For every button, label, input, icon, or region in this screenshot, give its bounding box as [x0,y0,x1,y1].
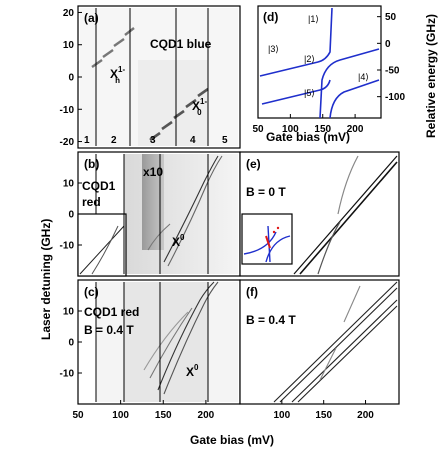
panel-a: (a) CQD1 blue X1-h X1-0 1 2 3 4 5 20 10 0 -… [60,5,241,149]
panel-c-line2: B = 0.4 T [84,323,134,337]
panel-d-curves [259,7,380,119]
state-label-4: |4⟩ [358,72,369,82]
state-label-2: |2⟩ [304,54,315,64]
ytick-label-a-0: 20 [63,8,75,19]
panel-c-label: (c) [84,285,99,299]
region-label-3: 3 [150,135,156,146]
panel-c-shade-2 [124,282,208,402]
panel-c-line1: CQD1 red [84,305,139,319]
xtick-label-c-2: 150 [155,410,172,421]
region-label-4: 4 [190,135,196,146]
xtick-label-d-1: 100 [282,124,299,135]
panel-d-state-labels: |1⟩ |2⟩ |3⟩ |4⟩ |5⟩ [268,14,369,98]
panel-c-x0: X0 [186,363,199,379]
xtick-label-c-3: 200 [198,410,215,421]
ytick-label-a-4: -20 [60,137,75,148]
panel-a-x0-label: X1-0 [192,97,207,117]
state-label-5: |5⟩ [304,88,315,98]
panel-c-yticks: 10 0 -10 [60,307,82,380]
xtick-label-d-0: 50 [252,124,264,135]
ytick-label-c-0: 10 [63,307,75,318]
panel-c: (c) CQD1 red B = 0.4 T X0 100-10 50 100 15… [60,279,241,421]
panel-e-label: (e) [246,157,261,171]
panel-f-lines [273,281,398,403]
ytick-label-a-1: 10 [63,40,75,51]
curve-state-4 [329,79,380,119]
panel-f-xticks: 100 150 200 [273,400,374,421]
curve-state-2 [319,48,380,119]
ytick-label-a-2: 0 [68,73,74,84]
panel-b-label: (b) [84,157,99,171]
xtick-label-f-2: 200 [357,410,374,421]
region-label-2: 2 [111,135,117,146]
panel-d-label: (d) [263,10,278,24]
panel-b-x10-band [142,154,164,250]
panel-d-yticks: 50 0 -50 -100 [377,12,405,103]
panel-e-lines [293,155,398,275]
panel-f: (f) B = 0.4 T 100 150 200 [239,279,400,421]
panel-e: (e) B = 0 T [239,151,400,277]
panel-b-inset-lines [79,225,125,275]
panel-b-dividers [95,154,209,274]
panel-b-inset [77,213,127,277]
panel-d-ylabel: Relative energy (GHz) [424,14,438,138]
panel-a-xh-label: X1-h [110,65,125,85]
panel-b-gain: x10 [143,165,163,179]
xtick-label-d-2: 150 [314,124,331,135]
panel-c-lines [143,281,219,395]
region-label-5: 5 [222,135,228,146]
ytick-label-c-1: 0 [68,338,74,349]
panel-a-region-labels: 1 2 3 4 5 [84,135,228,146]
xtick-label-d-3: 200 [347,124,364,135]
xtick-label-c-1: 100 [112,410,129,421]
panel-a-title: CQD1 blue [150,37,212,51]
panel-b-line2: red [82,195,101,209]
panel-b: (b) CQD1 red x10 X0 10 0 -10 [60,151,241,277]
panel-a-yticks: 20 10 0 -10 -20 [60,8,82,148]
xtick-label-c-0: 50 [72,410,84,421]
panel-c-dividers [95,282,209,402]
xtick-label-f-0: 100 [273,410,290,421]
panel-a-label: (a) [84,11,99,25]
panel-f-label: (f) [246,285,258,299]
left-ylabel: Laser detuning (GHz) [39,219,53,340]
ytick-label-a-3: -10 [60,105,75,116]
panel-b-lines [147,155,223,267]
ytick-label-b-0: 10 [63,179,75,190]
panel-a-shade-2 [138,60,208,146]
panel-a-dividers [95,8,209,146]
curve-state-3 [259,7,333,77]
ytick-label-b-1: 0 [68,210,74,221]
xtick-label-f-1: 150 [315,410,332,421]
panel-f-title: B = 0.4 T [246,313,296,327]
ytick-right-label-d-0: 50 [385,12,397,23]
panel-f-frame [239,279,400,405]
panel-d: (d) |1⟩ |2⟩ |3⟩ |4⟩ |5⟩ 50 100 150 200 50 0 -… [252,5,438,144]
region-label-1: 1 [84,135,90,146]
curve-state-5 [261,79,331,105]
panel-d-xlabel: Gate bias (mV) [266,130,350,144]
ytick-label-b-2: -10 [60,241,75,252]
ytick-right-label-d-2: -50 [385,66,400,77]
panel-e-inset-curves [243,225,291,263]
state-label-1: |1⟩ [308,14,319,24]
panel-b-x0: X0 [172,233,185,249]
ytick-right-label-d-3: -100 [385,92,405,103]
panel-e-title: B = 0 T [246,185,286,199]
panel-b-shade [124,154,238,274]
panel-b-line1: CQD1 [82,179,116,193]
bottom-xlabel: Gate bias (mV) [190,433,274,447]
ytick-label-c-2: -10 [60,369,75,380]
panel-b-yticks: 10 0 -10 [60,179,82,252]
ytick-right-label-d-1: 0 [385,39,391,50]
state-label-3: |3⟩ [268,44,279,54]
panel-d-xticks: 50 100 150 200 [252,114,364,135]
panel-c-xticks: 50 100 150 200 [72,400,215,421]
